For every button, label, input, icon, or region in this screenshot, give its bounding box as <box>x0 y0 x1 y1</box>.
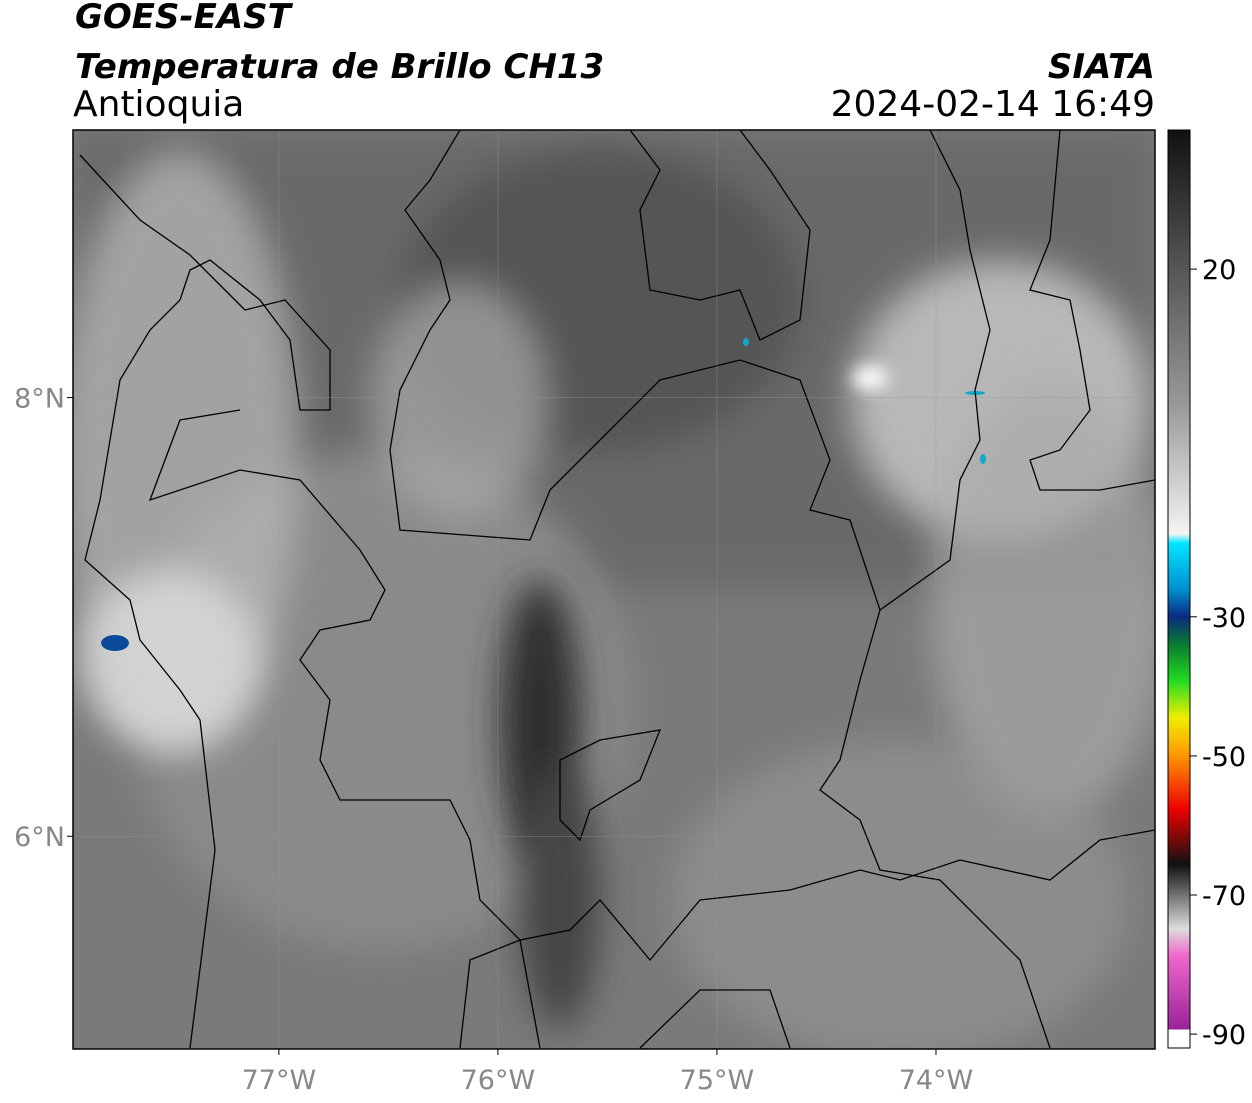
x-tick-label: 74°W <box>899 1065 974 1096</box>
y-tick-label: 6°N <box>14 822 65 853</box>
colorbar-tick-label: -30 <box>1202 603 1246 634</box>
grid <box>73 130 1155 1049</box>
colorbar-tick-label: -70 <box>1202 881 1246 912</box>
x-tick-label: 77°W <box>242 1065 317 1096</box>
datetime: 2024-02-14 16:49 <box>831 84 1155 125</box>
x-tick-label: 76°W <box>461 1065 536 1096</box>
title: GOES-EAST <box>75 0 294 37</box>
region: Antioquia <box>73 84 244 125</box>
colorbar-tick-label: -50 <box>1202 742 1246 773</box>
map-image <box>73 130 1155 1049</box>
map-frame <box>72 129 1156 1050</box>
colorbar <box>1167 129 1191 1049</box>
subtitle: Temperatura de Brillo CH13 <box>75 47 604 87</box>
colorbar-tick-label: 20 <box>1202 255 1236 286</box>
y-tick-label: 8°N <box>14 384 65 415</box>
x-tick-label: 75°W <box>680 1065 755 1096</box>
source: SIATA <box>1048 47 1155 87</box>
colorbar-tick-label: -90 <box>1202 1020 1246 1051</box>
